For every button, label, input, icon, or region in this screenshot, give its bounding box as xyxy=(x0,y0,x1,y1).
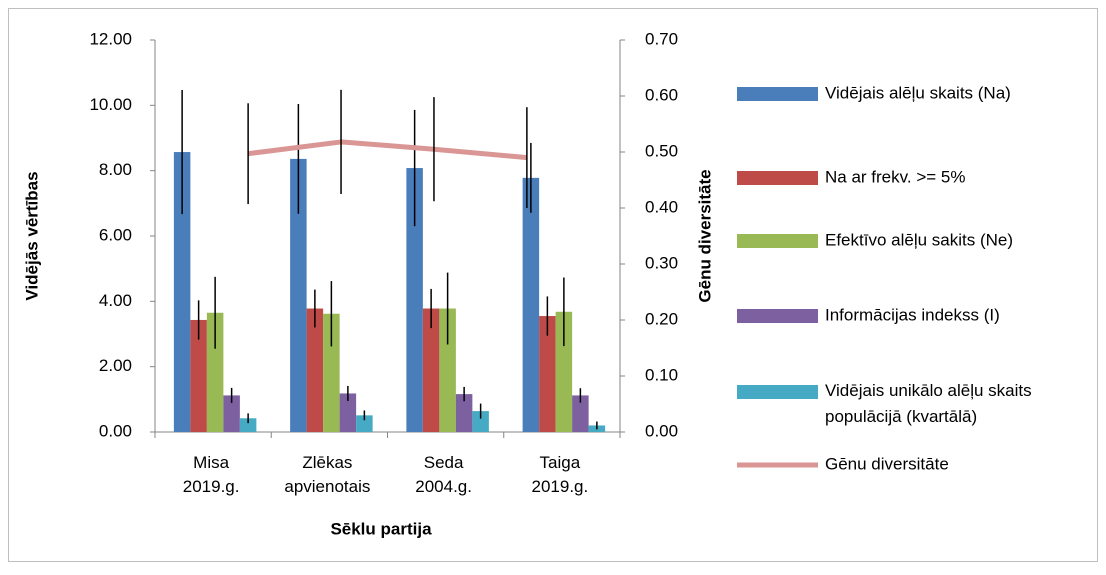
y2-axis-title: Gēnu diversitāte xyxy=(695,169,714,302)
x-axis-title: Sēklu partija xyxy=(330,519,432,538)
bar xyxy=(572,395,589,432)
bar xyxy=(173,152,191,432)
y2-tick-label: 0.70 xyxy=(645,29,678,48)
y-tick-label: 8.00 xyxy=(99,160,132,179)
bar xyxy=(422,308,440,432)
bar xyxy=(190,319,207,432)
legend-label: Vidējais alēļu skaits (Na) xyxy=(825,83,1011,102)
bar xyxy=(406,168,423,432)
bar xyxy=(555,311,573,432)
y2-tick-label: 0.50 xyxy=(645,141,678,160)
legend-swatch xyxy=(737,87,818,101)
bar xyxy=(472,411,489,432)
legend-label: Gēnu diversitāte xyxy=(825,454,949,473)
y2-tick-label: 0.20 xyxy=(645,309,678,328)
bar xyxy=(522,177,540,432)
legend-label: Vidējais unikālo alēļu skaits populācijā … xyxy=(825,381,1032,426)
legend-swatch xyxy=(737,385,818,399)
legend-label: Informācijas indekss (I) xyxy=(825,305,1000,324)
bar xyxy=(206,312,224,432)
x-tick-label: Taiga 2019.g. xyxy=(532,453,589,496)
y2-tick-label: 0.10 xyxy=(645,365,678,384)
y2-tick-label: 0.00 xyxy=(645,421,678,440)
y-tick-label: 2.00 xyxy=(99,356,132,375)
bar xyxy=(239,418,257,432)
y2-tick-label: 0.60 xyxy=(645,85,678,104)
legend-label: Efektīvo alēļu sakits (Ne) xyxy=(825,230,1013,249)
bar xyxy=(323,313,340,432)
y-axis-title: Vidējās vērtības xyxy=(22,171,41,300)
legend-swatch xyxy=(737,234,818,248)
bar xyxy=(290,158,307,432)
bar xyxy=(455,394,473,432)
legend-swatch xyxy=(737,309,818,323)
x-tick-label: Misa 2019.g. xyxy=(183,453,240,496)
y2-tick-label: 0.40 xyxy=(645,197,678,216)
y-tick-label: 12.00 xyxy=(89,29,132,48)
bar xyxy=(223,395,240,432)
x-tick-label: Seda 2004.g. xyxy=(415,453,472,496)
legend-swatch xyxy=(737,171,818,185)
bar xyxy=(306,308,324,432)
legend-label: Na ar frekv. >= 5% xyxy=(825,167,965,186)
x-tick-label: Zlēkas apvienotais xyxy=(284,453,370,496)
y-tick-label: 10.00 xyxy=(89,95,132,114)
bar xyxy=(439,308,456,432)
y2-tick-label: 0.30 xyxy=(645,253,678,272)
y-tick-label: 4.00 xyxy=(99,291,132,310)
y-tick-label: 0.00 xyxy=(99,421,132,440)
line xyxy=(247,139,528,161)
bar xyxy=(356,415,373,432)
bar xyxy=(539,316,556,432)
bar xyxy=(339,393,357,432)
y-tick-label: 6.00 xyxy=(99,225,132,244)
